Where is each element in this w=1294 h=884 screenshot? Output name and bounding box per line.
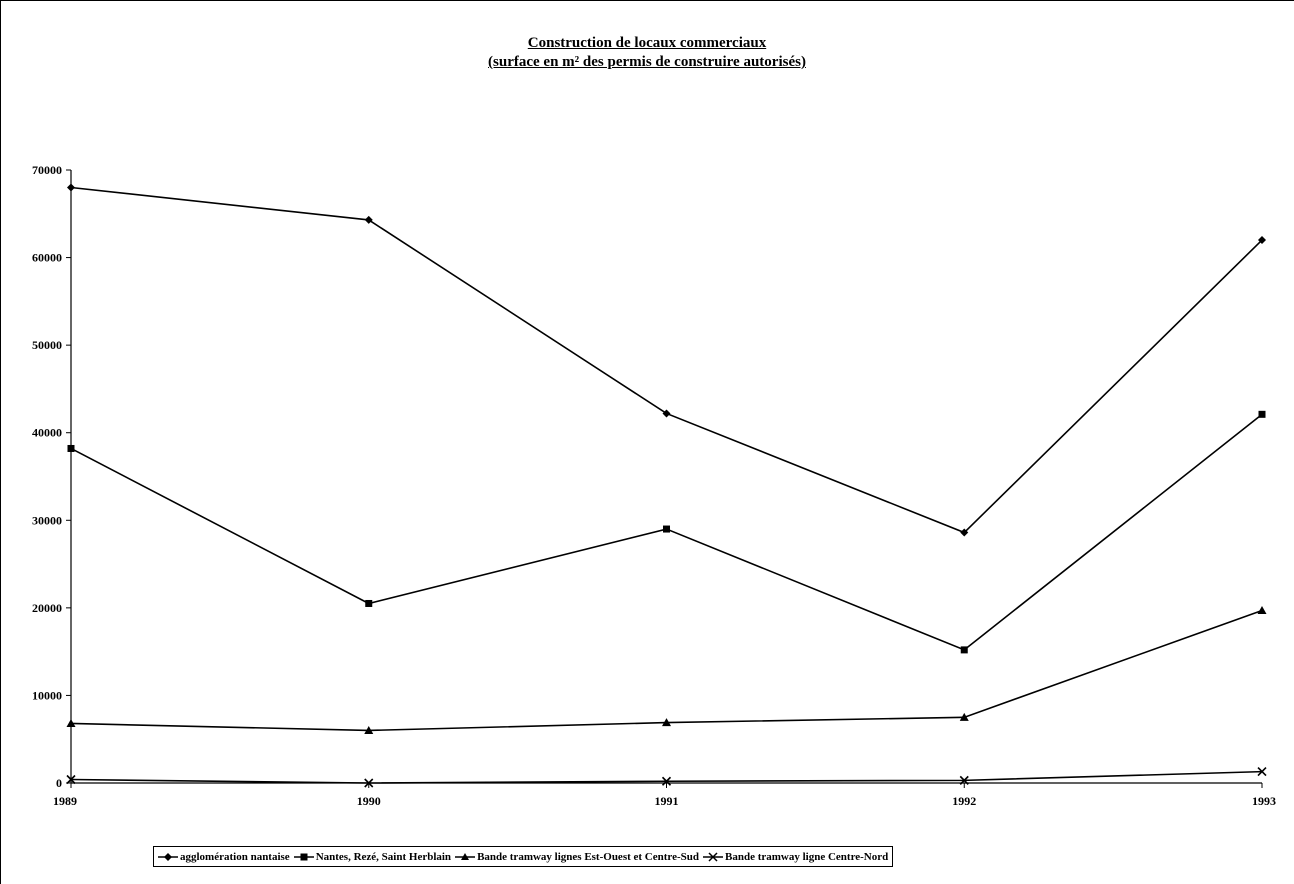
series-2-point (663, 525, 670, 533)
series-3-point (364, 725, 374, 734)
series-2-point (1258, 410, 1266, 418)
series-3-point (959, 712, 969, 721)
x-tick-label: 1992 (952, 794, 976, 808)
x-tick-label: 1993 (1252, 794, 1276, 808)
legend-label: Nantes, Rezé, Saint Herblain (315, 850, 452, 863)
legend-item: Bande tramway ligne Centre-Nord (703, 851, 888, 863)
chart-title-block: Construction de locaux commerciaux (surf… (0, 34, 1294, 72)
series-1-point (67, 183, 75, 192)
series-2-point (960, 646, 968, 654)
legend-label: Bande tramway ligne Centre-Nord (725, 850, 889, 863)
y-tick-label: 20000 (32, 601, 62, 615)
legend-label: Bande tramway lignes Est-Ouest et Centre… (477, 850, 699, 863)
series-4-point (959, 775, 969, 785)
y-tick-label: 30000 (32, 513, 62, 527)
legend-symbol-x-icon (703, 851, 723, 862)
legend-item: Nantes, Rezé, Saint Herblain (293, 850, 452, 863)
series-line-1 (70, 186, 1263, 534)
series-2-point (365, 599, 373, 607)
chart-subtitle: (surface en m² des permis de construire … (488, 54, 806, 70)
x-tick-label: 1989 (53, 794, 77, 808)
x-tick-label: 1991 (655, 794, 679, 808)
series-1-point (662, 409, 671, 418)
legend-symbol-square-icon (293, 853, 314, 860)
series-2-point (67, 444, 75, 452)
y-tick-label: 50000 (32, 338, 62, 352)
series-3-point (66, 718, 76, 727)
legend-item: Bande tramway lignes Est-Ouest et Centre… (455, 851, 699, 863)
y-tick-label: 70000 (32, 163, 62, 177)
y-tick-label: 10000 (32, 688, 62, 702)
legend-label: agglomération nantaise (180, 850, 290, 863)
series-line-3 (70, 609, 1263, 732)
series-3-point (662, 718, 671, 727)
series-1-point (960, 528, 969, 537)
legend-symbol-diamond-icon (158, 852, 178, 861)
legend-symbol-triangle-icon (455, 852, 476, 860)
chart-title: Construction de locaux commerciaux (527, 35, 767, 51)
y-tick-label: 40000 (32, 426, 62, 440)
series-1-point (1258, 236, 1266, 245)
y-tick-label: 60000 (32, 251, 62, 265)
legend: agglomération nantaise Nantes, Rezé, Sain… (153, 846, 894, 867)
series-3-point (1257, 605, 1267, 614)
series-4-point (364, 778, 374, 788)
x-tick-label: 1990 (357, 794, 381, 808)
y-tick-label: 0 (56, 776, 62, 790)
series-4-point (66, 774, 76, 785)
series-4-point (661, 776, 672, 786)
series-1-point (364, 215, 373, 224)
legend-item: agglomération nantaise (158, 851, 290, 863)
series-4-point (1257, 767, 1267, 777)
